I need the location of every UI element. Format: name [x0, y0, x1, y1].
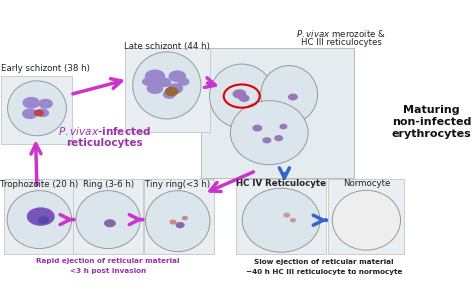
- Ellipse shape: [230, 101, 308, 165]
- Circle shape: [239, 95, 249, 101]
- Text: non-infected: non-infected: [392, 117, 471, 127]
- Text: erythrocytes: erythrocytes: [392, 129, 471, 139]
- Text: HC IV Reticulocyte: HC IV Reticulocyte: [236, 178, 326, 188]
- Text: Ring (3-6 h): Ring (3-6 h): [82, 180, 134, 189]
- Text: Slow ejection of reticular material: Slow ejection of reticular material: [254, 259, 393, 265]
- Circle shape: [263, 138, 271, 143]
- Circle shape: [147, 84, 163, 93]
- Ellipse shape: [332, 190, 401, 250]
- Text: Normocyte: Normocyte: [343, 178, 390, 188]
- Circle shape: [158, 78, 171, 86]
- Circle shape: [176, 223, 184, 228]
- Circle shape: [105, 220, 115, 227]
- Text: Trophozoite (20 h): Trophozoite (20 h): [0, 180, 79, 189]
- Circle shape: [182, 217, 187, 220]
- Text: $\it{P. vivax}$ merozoite &: $\it{P. vivax}$ merozoite &: [296, 28, 386, 39]
- Text: ~40 h HC III reticulocyte to normocyte: ~40 h HC III reticulocyte to normocyte: [246, 269, 402, 275]
- Circle shape: [143, 78, 153, 85]
- Ellipse shape: [261, 66, 318, 124]
- Text: Tiny ring(<3 h): Tiny ring(<3 h): [145, 180, 210, 189]
- Ellipse shape: [8, 81, 66, 136]
- Ellipse shape: [133, 52, 201, 119]
- Text: Early schizont (38 h): Early schizont (38 h): [1, 64, 90, 73]
- Circle shape: [169, 71, 185, 81]
- Circle shape: [39, 217, 48, 223]
- Circle shape: [291, 219, 295, 222]
- Text: reticulocytes: reticulocytes: [66, 138, 143, 148]
- FancyBboxPatch shape: [328, 179, 404, 254]
- Circle shape: [23, 98, 39, 108]
- Text: $\it{P. vivax}$-infected: $\it{P. vivax}$-infected: [58, 125, 151, 137]
- Circle shape: [170, 220, 176, 224]
- Circle shape: [253, 125, 262, 131]
- Circle shape: [164, 91, 175, 98]
- FancyBboxPatch shape: [73, 179, 143, 254]
- Circle shape: [37, 109, 48, 117]
- FancyBboxPatch shape: [236, 179, 326, 254]
- Ellipse shape: [146, 191, 210, 252]
- Text: HC III reticulocytes: HC III reticulocytes: [301, 38, 382, 47]
- Text: Rapid ejection of reticular material: Rapid ejection of reticular material: [36, 258, 180, 264]
- Text: Late schizont (44 h): Late schizont (44 h): [124, 42, 210, 51]
- Circle shape: [178, 78, 189, 85]
- Ellipse shape: [242, 188, 320, 252]
- Circle shape: [284, 213, 290, 217]
- Text: Maturing: Maturing: [403, 105, 460, 115]
- FancyBboxPatch shape: [144, 179, 214, 254]
- Circle shape: [23, 109, 37, 118]
- Ellipse shape: [210, 64, 274, 128]
- Circle shape: [39, 99, 52, 108]
- FancyBboxPatch shape: [1, 76, 72, 144]
- FancyBboxPatch shape: [201, 48, 354, 178]
- Circle shape: [168, 84, 182, 93]
- Circle shape: [35, 110, 43, 116]
- Circle shape: [280, 124, 287, 129]
- FancyBboxPatch shape: [125, 48, 210, 132]
- Circle shape: [289, 94, 297, 100]
- Circle shape: [146, 70, 164, 82]
- FancyBboxPatch shape: [4, 179, 74, 254]
- Circle shape: [165, 88, 178, 95]
- Circle shape: [233, 90, 246, 98]
- Text: <3 h post invasion: <3 h post invasion: [70, 268, 146, 274]
- Circle shape: [275, 136, 283, 141]
- Circle shape: [27, 208, 54, 225]
- Ellipse shape: [76, 191, 140, 249]
- Ellipse shape: [7, 191, 72, 249]
